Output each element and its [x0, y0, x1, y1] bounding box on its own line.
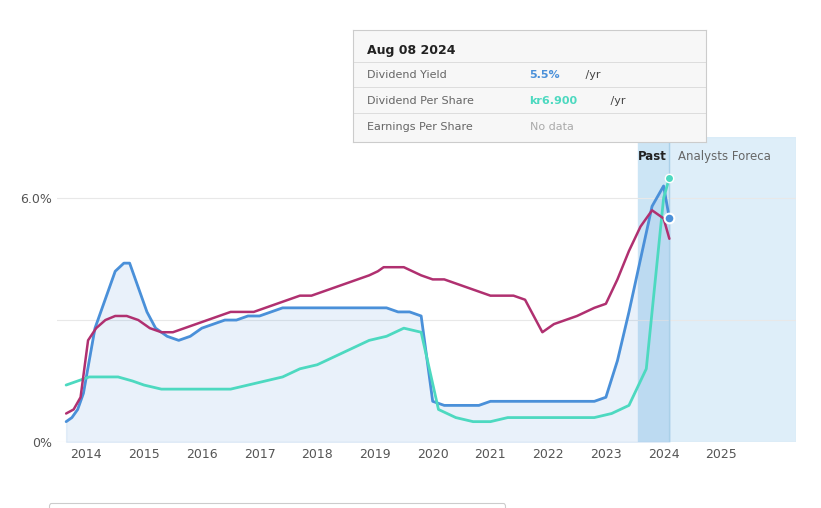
Text: Dividend Yield: Dividend Yield — [367, 70, 447, 80]
Text: Dividend Per Share: Dividend Per Share — [367, 96, 474, 106]
Text: /yr: /yr — [583, 70, 601, 80]
Bar — [638, 137, 669, 442]
Text: Aug 08 2024: Aug 08 2024 — [367, 44, 456, 57]
Text: 5.5%: 5.5% — [530, 70, 560, 80]
Bar — [669, 137, 796, 442]
Legend: Dividend Yield, Dividend Per Share, Earnings Per Share: Dividend Yield, Dividend Per Share, Earn… — [49, 503, 505, 508]
Text: Analysts Foreca: Analysts Foreca — [678, 150, 771, 164]
Text: kr6.900: kr6.900 — [530, 96, 578, 106]
Text: Past: Past — [638, 150, 667, 164]
Text: /yr: /yr — [608, 96, 626, 106]
Text: No data: No data — [530, 121, 573, 132]
Text: Earnings Per Share: Earnings Per Share — [367, 121, 473, 132]
